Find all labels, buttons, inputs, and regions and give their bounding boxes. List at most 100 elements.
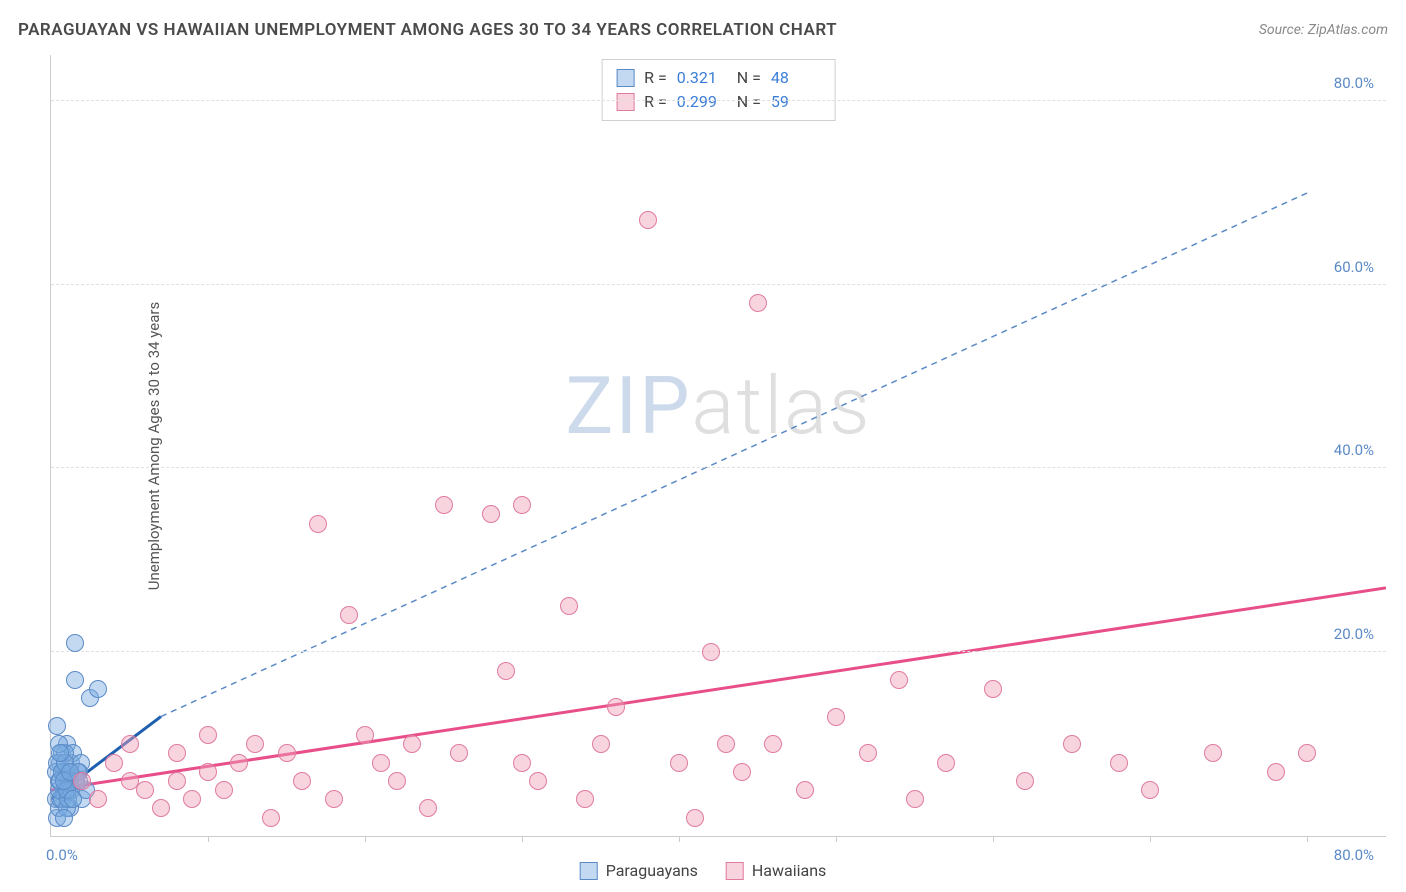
scatter-point bbox=[764, 735, 782, 753]
scatter-point bbox=[1063, 735, 1081, 753]
scatter-point bbox=[890, 671, 908, 689]
scatter-point bbox=[670, 754, 688, 772]
scatter-point bbox=[497, 662, 515, 680]
scatter-point bbox=[66, 634, 84, 652]
stat-n-label: N = bbox=[737, 90, 761, 114]
legend-item: Paraguayans bbox=[580, 861, 698, 880]
stats-swatch bbox=[616, 93, 634, 111]
title-bar: PARAGUAYAN VS HAWAIIAN UNEMPLOYMENT AMON… bbox=[18, 20, 1388, 40]
scatter-point bbox=[403, 735, 421, 753]
stat-n-value: 59 bbox=[771, 90, 821, 114]
watermark-zip: ZIP bbox=[565, 359, 691, 453]
source-attribution: Source: ZipAtlas.com bbox=[1259, 22, 1388, 38]
scatter-point bbox=[419, 799, 437, 817]
scatter-point bbox=[607, 698, 625, 716]
x-tick bbox=[365, 836, 366, 842]
x-tick bbox=[836, 836, 837, 842]
scatter-point bbox=[702, 643, 720, 661]
scatter-point bbox=[66, 671, 84, 689]
scatter-point bbox=[984, 680, 1002, 698]
scatter-point bbox=[513, 496, 531, 514]
plot-area: ZIPatlas R =0.321N =48R =0.299N =59 0.0%… bbox=[50, 55, 1386, 837]
scatter-point bbox=[55, 809, 73, 827]
stats-row: R = 0.321 N = 48 bbox=[616, 66, 821, 90]
scatter-point bbox=[560, 597, 578, 615]
x-tick bbox=[679, 836, 680, 842]
scatter-point bbox=[199, 763, 217, 781]
scatter-point bbox=[513, 754, 531, 772]
scatter-point bbox=[639, 211, 657, 229]
x-tick bbox=[522, 836, 523, 842]
scatter-point bbox=[906, 790, 924, 808]
scatter-point bbox=[435, 496, 453, 514]
scatter-point bbox=[450, 744, 468, 762]
scatter-point bbox=[168, 772, 186, 790]
stat-r-value: 0.299 bbox=[677, 90, 727, 114]
scatter-point bbox=[136, 781, 154, 799]
scatter-point bbox=[576, 790, 594, 808]
legend-label: Hawaiians bbox=[752, 861, 826, 880]
grid-line bbox=[51, 284, 1386, 285]
scatter-point bbox=[482, 505, 500, 523]
scatter-point bbox=[733, 763, 751, 781]
watermark-atlas: atlas bbox=[692, 359, 872, 453]
chart-title: PARAGUAYAN VS HAWAIIAN UNEMPLOYMENT AMON… bbox=[18, 20, 837, 40]
scatter-point bbox=[105, 754, 123, 772]
x-tick bbox=[208, 836, 209, 842]
scatter-point bbox=[89, 790, 107, 808]
scatter-point bbox=[73, 772, 91, 790]
scatter-point bbox=[199, 726, 217, 744]
scatter-point bbox=[121, 735, 139, 753]
scatter-point bbox=[168, 744, 186, 762]
grid-line bbox=[51, 467, 1386, 468]
scatter-point bbox=[749, 294, 767, 312]
scatter-point bbox=[1141, 781, 1159, 799]
scatter-point bbox=[717, 735, 735, 753]
scatter-point bbox=[293, 772, 311, 790]
scatter-point bbox=[340, 606, 358, 624]
y-tick-label: 80.0% bbox=[1334, 74, 1374, 92]
scatter-point bbox=[356, 726, 374, 744]
y-tick-label: 40.0% bbox=[1334, 441, 1374, 459]
scatter-point bbox=[1267, 763, 1285, 781]
stat-r-value: 0.321 bbox=[677, 66, 727, 90]
scatter-point bbox=[827, 708, 845, 726]
watermark: ZIPatlas bbox=[565, 359, 871, 453]
stat-n-label: N = bbox=[737, 66, 761, 90]
scatter-point bbox=[215, 781, 233, 799]
legend-swatch bbox=[726, 862, 744, 880]
stats-swatch bbox=[616, 69, 634, 87]
legend-label: Paraguayans bbox=[606, 861, 698, 880]
legend-item: Hawaiians bbox=[726, 861, 826, 880]
scatter-point bbox=[1204, 744, 1222, 762]
scatter-point bbox=[937, 754, 955, 772]
stats-row: R = 0.299 N = 59 bbox=[616, 90, 821, 114]
scatter-point bbox=[278, 744, 296, 762]
scatter-point bbox=[1298, 744, 1316, 762]
stat-n-value: 48 bbox=[771, 66, 821, 90]
scatter-point bbox=[262, 809, 280, 827]
x-tick bbox=[1150, 836, 1151, 842]
grid-line bbox=[51, 100, 1386, 101]
trend-lines bbox=[51, 55, 1386, 836]
scatter-point bbox=[89, 680, 107, 698]
correlation-stats-box: R = 0.321 N = 48 R = 0.299 N = 59 bbox=[601, 59, 836, 121]
scatter-point bbox=[64, 790, 82, 808]
scatter-point bbox=[529, 772, 547, 790]
scatter-point bbox=[309, 515, 327, 533]
legend-swatch bbox=[580, 862, 598, 880]
scatter-point bbox=[1016, 772, 1034, 790]
scatter-point bbox=[686, 809, 704, 827]
x-tick bbox=[1307, 836, 1308, 842]
y-tick-label: 60.0% bbox=[1334, 258, 1374, 276]
scatter-point bbox=[859, 744, 877, 762]
scatter-point bbox=[592, 735, 610, 753]
scatter-point bbox=[1110, 754, 1128, 772]
stat-r-label: R = bbox=[644, 90, 667, 114]
x-axis-max-label: 80.0% bbox=[1334, 846, 1374, 864]
scatter-point bbox=[388, 772, 406, 790]
scatter-point bbox=[325, 790, 343, 808]
stat-r-label: R = bbox=[644, 66, 667, 90]
scatter-point bbox=[372, 754, 390, 772]
scatter-point bbox=[796, 781, 814, 799]
